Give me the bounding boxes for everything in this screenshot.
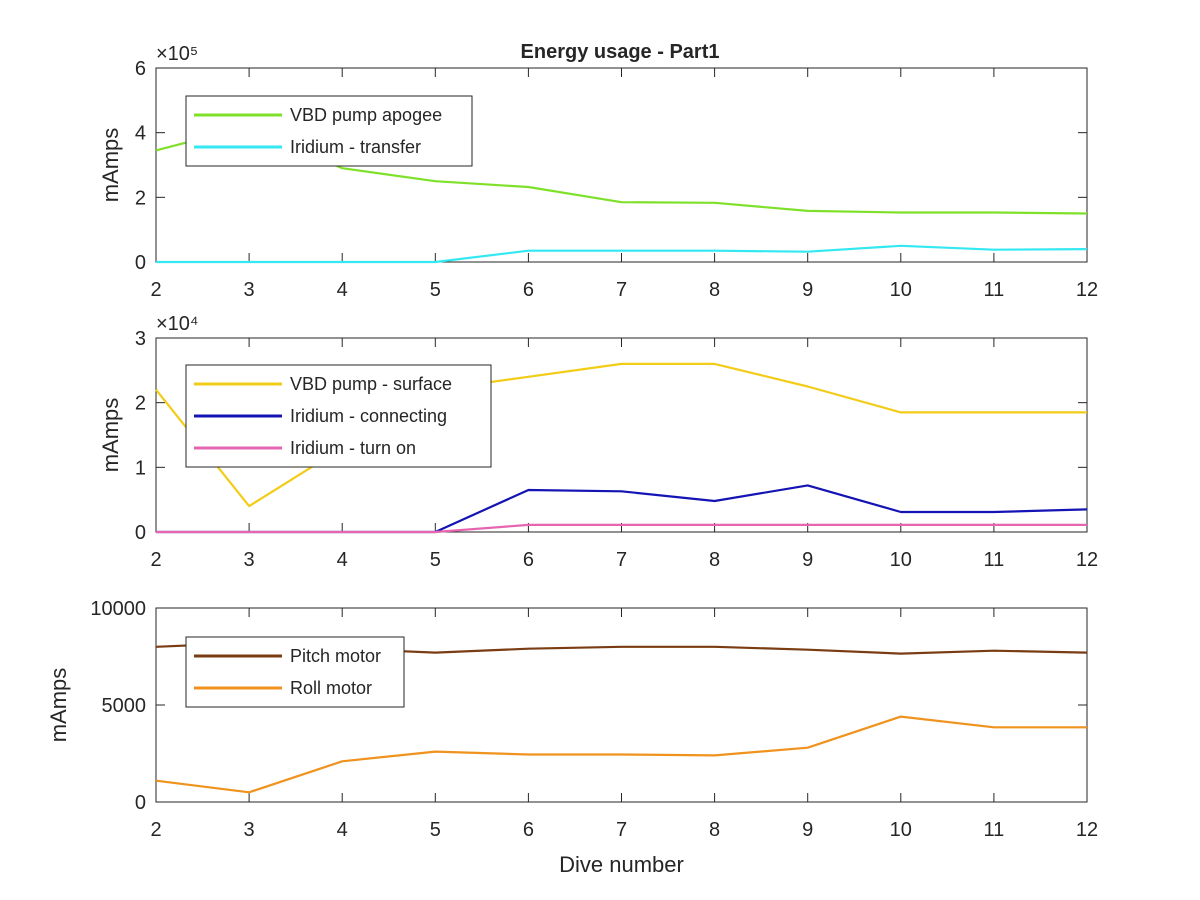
legend-entry: Iridium - connecting <box>290 406 447 426</box>
y-axis-label: mAmps <box>98 128 123 203</box>
legend-entry: VBD pump - surface <box>290 374 452 394</box>
x-tick-label: 9 <box>802 549 813 571</box>
x-tick-label: 8 <box>709 819 720 841</box>
x-tick-label: 8 <box>709 279 720 301</box>
series-line-roll-motor <box>155 715 1087 794</box>
y-tick-label: 4 <box>135 123 146 145</box>
x-tick-label: 2 <box>150 819 161 841</box>
x-tick-label: 12 <box>1076 819 1098 841</box>
x-tick-label: 8 <box>709 549 720 571</box>
y-tick-label: 0 <box>135 792 146 814</box>
x-tick-label: 3 <box>244 279 255 301</box>
x-tick-label: 6 <box>523 279 534 301</box>
x-tick-label: 9 <box>802 279 813 301</box>
y-tick-label: 2 <box>135 393 146 415</box>
x-tick-label: 7 <box>616 279 627 301</box>
x-tick-label: 10 <box>890 279 912 301</box>
legend-entry: Pitch motor <box>290 646 381 666</box>
legend-box <box>185 636 405 708</box>
x-tick-label: 11 <box>984 549 1005 571</box>
legend-box <box>185 95 473 167</box>
y-exponent-label: ×10⁴ <box>156 313 199 335</box>
y-tick-label: 3 <box>135 328 146 350</box>
x-tick-label: 5 <box>430 549 441 571</box>
series-line-iridium-transfer <box>156 244 1088 264</box>
x-tick-label: 4 <box>337 549 348 571</box>
x-tick-label: 4 <box>337 279 348 301</box>
x-tick-label: 7 <box>616 549 627 571</box>
x-tick-label: 5 <box>430 279 441 301</box>
series-line-iridium-turn-on <box>156 523 1087 534</box>
x-tick-label: 7 <box>616 819 627 841</box>
x-tick-label: 11 <box>984 279 1005 301</box>
x-tick-label: 10 <box>890 549 912 571</box>
legend-entry: VBD pump apogee <box>290 105 442 125</box>
y-tick-label: 5000 <box>102 695 147 717</box>
x-tick-label: 6 <box>523 819 534 841</box>
x-axis-label: Dive number <box>559 852 684 877</box>
y-tick-label: 6 <box>135 58 146 80</box>
y-tick-label: 2 <box>135 187 146 209</box>
x-tick-label: 4 <box>337 819 348 841</box>
y-axis-label: mAmps <box>46 668 71 743</box>
legend-entry: Iridium - turn on <box>290 438 416 458</box>
legend-entry: Iridium - transfer <box>290 137 421 157</box>
figure-title: Energy usage - Part1 <box>521 41 720 63</box>
x-tick-label: 2 <box>150 549 161 571</box>
y-tick-label: 1 <box>135 457 146 479</box>
y-exponent-label: ×10⁵ <box>156 43 198 65</box>
y-tick-label: 0 <box>135 522 146 544</box>
panel-3: 2 3 4 5 6 7 8 9 10 11 12 0 5000 10000 mAmps Dive number… <box>46 598 1098 877</box>
x-tick-label: 12 <box>1076 279 1098 301</box>
y-tick-label: 10000 <box>90 598 146 620</box>
x-tick-label: 3 <box>244 819 255 841</box>
x-tick-label: 10 <box>890 819 912 841</box>
x-tick-label: 12 <box>1076 549 1098 571</box>
y-tick-label: 0 <box>135 252 146 274</box>
x-tick-label: 6 <box>523 549 534 571</box>
x-tick-label: 9 <box>802 819 813 841</box>
x-tick-label: 11 <box>984 819 1005 841</box>
y-axis-label: mAmps <box>98 398 123 473</box>
x-tick-label: 5 <box>430 819 441 841</box>
x-tick-label: 2 <box>150 279 161 301</box>
legend-entry: Roll motor <box>290 678 372 698</box>
x-tick-label: 3 <box>244 549 255 571</box>
